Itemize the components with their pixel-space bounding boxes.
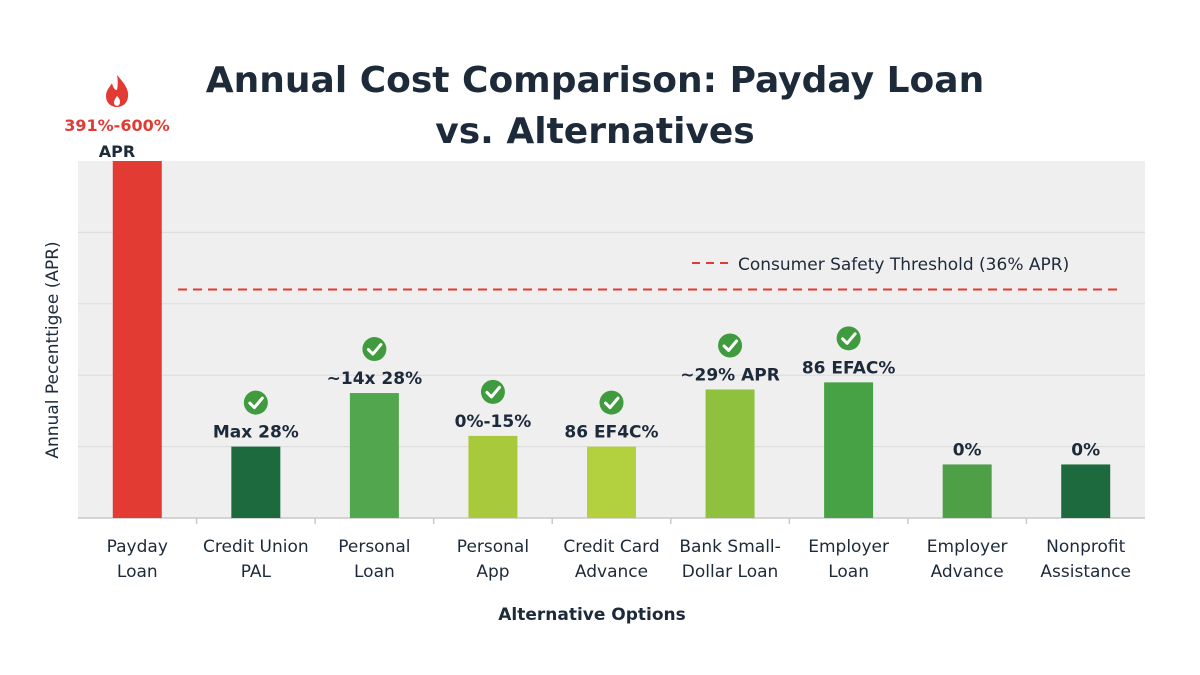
checkmark-icon (362, 337, 387, 362)
bar-value-label: ~14x 28% (327, 369, 422, 389)
category-label: Advance (931, 562, 1004, 582)
bar-value-label: Max 28% (213, 423, 299, 443)
category-label: Credit Union (203, 537, 309, 557)
threshold: Consumer Safety Threshold (36% APR) (178, 255, 1118, 291)
x-axis-label: Alternative Options (498, 605, 686, 625)
checkmark-icon (836, 326, 861, 351)
bar-value-label: 0% (1071, 440, 1100, 460)
bar (112, 161, 162, 518)
bar-value-label: ~29% APR (680, 365, 780, 385)
checkmark-icon (718, 333, 743, 358)
chart-title: Annual Cost Comparison: Payday Loan vs. … (206, 60, 984, 152)
checkmark-icon (480, 379, 505, 404)
category-label: Employer (808, 537, 889, 557)
bar (468, 435, 518, 518)
category-label: Payday (107, 537, 168, 557)
category-label: Loan (117, 562, 158, 582)
category-label: PAL (241, 562, 272, 582)
checkmark-icon (599, 390, 624, 415)
category-label: Nonprofit (1046, 537, 1125, 557)
category-label: Loan (828, 562, 869, 582)
title-line-1: Annual Cost Comparison: Payday Loan (206, 60, 984, 101)
category-label: Personal (338, 537, 410, 557)
category-labels: Payday Loan Credit Union PAL Personal Loan Per… (107, 537, 1131, 582)
flame-icon (106, 75, 129, 107)
checkmark-icon (243, 390, 268, 415)
category-label: Assistance (1040, 562, 1131, 582)
x-ticks (195, 518, 1028, 524)
legend-threshold-label: Consumer Safety Threshold (36% APR) (738, 255, 1069, 275)
bar (349, 393, 399, 518)
bars: Max 28% ~14x 28% 0%-15% 86 EF4C% ~29% APR 86 … (112, 161, 1111, 518)
bar (705, 389, 755, 518)
category-label: Personal (457, 537, 529, 557)
bar (1061, 464, 1111, 518)
category-label: App (476, 562, 509, 582)
payday-apr-unit: APR (99, 142, 135, 161)
bar-value-label: 0%-15% (455, 412, 532, 432)
bar (587, 446, 636, 518)
category-label: Employer (927, 537, 1008, 557)
category-label: Loan (354, 562, 395, 582)
y-axis-label: Annual Pecenttigee (APR) (43, 241, 63, 458)
category-label: Advance (575, 562, 648, 582)
category-label: Bank Small- (679, 537, 780, 557)
title-line-2: vs. Alternatives (435, 111, 754, 152)
payday-annotation: 391%-600% APR (64, 75, 170, 161)
bar (942, 464, 992, 518)
bar (824, 382, 874, 518)
category-label: Dollar Loan (682, 562, 779, 582)
bar-value-label: 86 EFAC% (802, 358, 896, 378)
bar-value-label: 86 EF4C% (564, 423, 658, 443)
payday-apr-range: 391%-600% (64, 116, 170, 135)
bar (231, 446, 281, 518)
category-label: Credit Card (563, 537, 659, 557)
bar-value-label: 0% (953, 440, 982, 460)
